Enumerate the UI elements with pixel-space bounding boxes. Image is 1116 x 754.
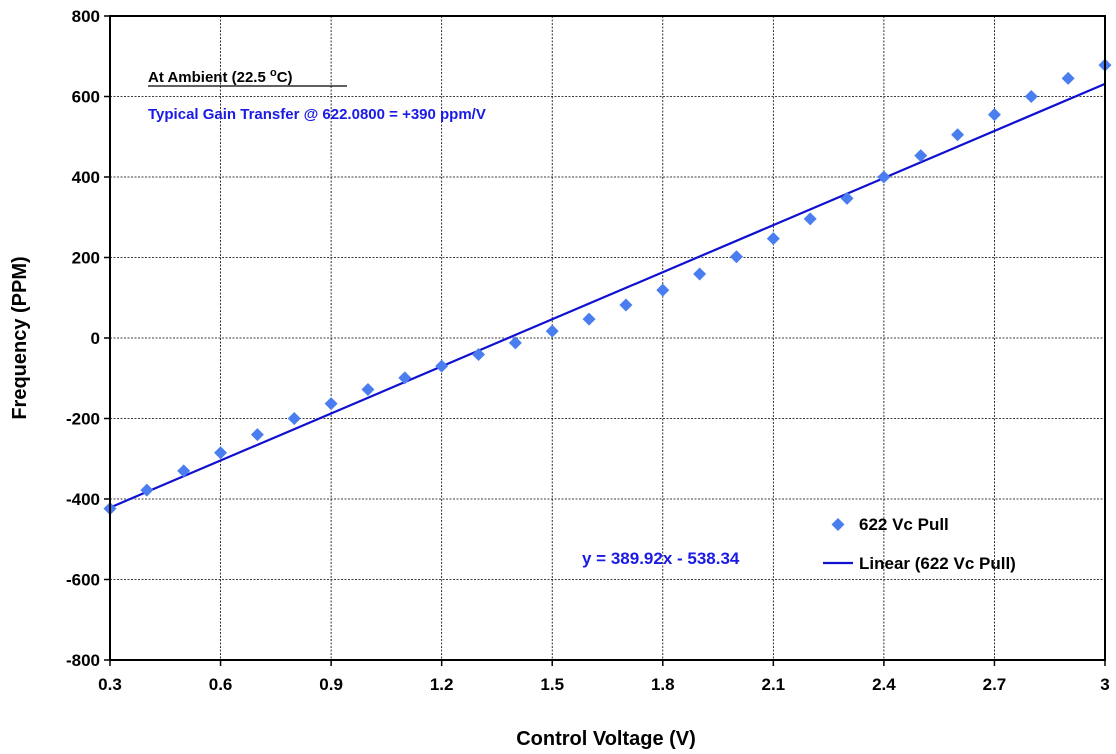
ambient-suffix: C) (277, 69, 293, 86)
data-point (582, 312, 596, 326)
trendline-equation: y = 389.92x - 538.34 (582, 549, 740, 568)
data-point (729, 250, 743, 264)
data-point (361, 383, 375, 397)
data-point (803, 212, 817, 226)
data-point (250, 428, 264, 442)
x-tick-label: 1.5 (540, 675, 564, 694)
data-point (177, 464, 191, 478)
legend-label-trendline: Linear (622 Vc Pull) (859, 554, 1016, 573)
data-point (914, 149, 928, 163)
data-point (877, 170, 891, 184)
plot-area-border (109, 15, 1106, 661)
legend-label-series: 622 Vc Pull (859, 515, 949, 534)
y-tick-label: -400 (66, 490, 100, 509)
data-point (766, 232, 780, 246)
data-points (103, 58, 1112, 516)
svg-text:At Ambient (22.5 oC): At Ambient (22.5 oC) (148, 67, 293, 86)
data-point (1061, 71, 1075, 85)
x-tick-label: 0.9 (319, 675, 343, 694)
legend: 622 Vc Pull Linear (622 Vc Pull) (823, 515, 1016, 573)
data-point (287, 412, 301, 425)
data-point (951, 128, 965, 142)
x-tick-label: 0.3 (98, 675, 122, 694)
y-tick-label: -600 (66, 571, 100, 590)
x-tick-label: 2.4 (872, 675, 896, 694)
x-tick-label: 2.1 (762, 675, 786, 694)
data-point (656, 283, 670, 297)
data-point (1024, 90, 1038, 103)
y-tick-label: -800 (66, 651, 100, 670)
data-point (140, 483, 154, 497)
y-axis-tick-labels: 800 600 400 200 0 -200 -400 -600 -800 (66, 7, 100, 670)
ambient-degree: o (270, 67, 277, 79)
y-tick-label: 400 (72, 168, 100, 187)
y-tick-label: 200 (72, 249, 100, 268)
gain-transfer-annotation: Typical Gain Transfer @ 622.0800 = +390 … (148, 106, 486, 123)
y-tick-label: -200 (66, 410, 100, 429)
data-point (693, 267, 707, 281)
ambient-annotation: At Ambient (22.5 oC) (148, 67, 347, 87)
data-point (324, 397, 338, 411)
data-point (435, 359, 449, 373)
x-tick-label: 3 (1100, 675, 1109, 694)
x-tick-label: 1.2 (430, 675, 454, 694)
x-axis-title: Control Voltage (V) (516, 728, 696, 750)
x-tick-label: 2.7 (983, 675, 1007, 694)
data-point (398, 371, 412, 385)
y-tick-label: 0 (91, 329, 100, 348)
legend-marker-diamond (831, 518, 845, 531)
x-axis-tick-labels: 0.3 0.6 0.9 1.2 1.5 1.8 2.1 2.4 2.7 3 (98, 675, 1110, 694)
data-point (987, 108, 1001, 122)
x-tick-label: 0.6 (209, 675, 233, 694)
data-point (840, 191, 854, 205)
ambient-prefix: At Ambient (22.5 (148, 69, 270, 86)
y-tick-label: 800 (72, 7, 100, 26)
data-point (619, 298, 633, 312)
trendline (109, 82, 1106, 509)
data-point (214, 446, 228, 460)
y-axis-title: Frequency (PPM) (9, 256, 31, 419)
data-point (508, 336, 522, 350)
data-point (472, 348, 486, 362)
y-tick-label: 600 (72, 88, 100, 107)
x-tick-label: 1.8 (651, 675, 675, 694)
data-point (545, 324, 559, 338)
